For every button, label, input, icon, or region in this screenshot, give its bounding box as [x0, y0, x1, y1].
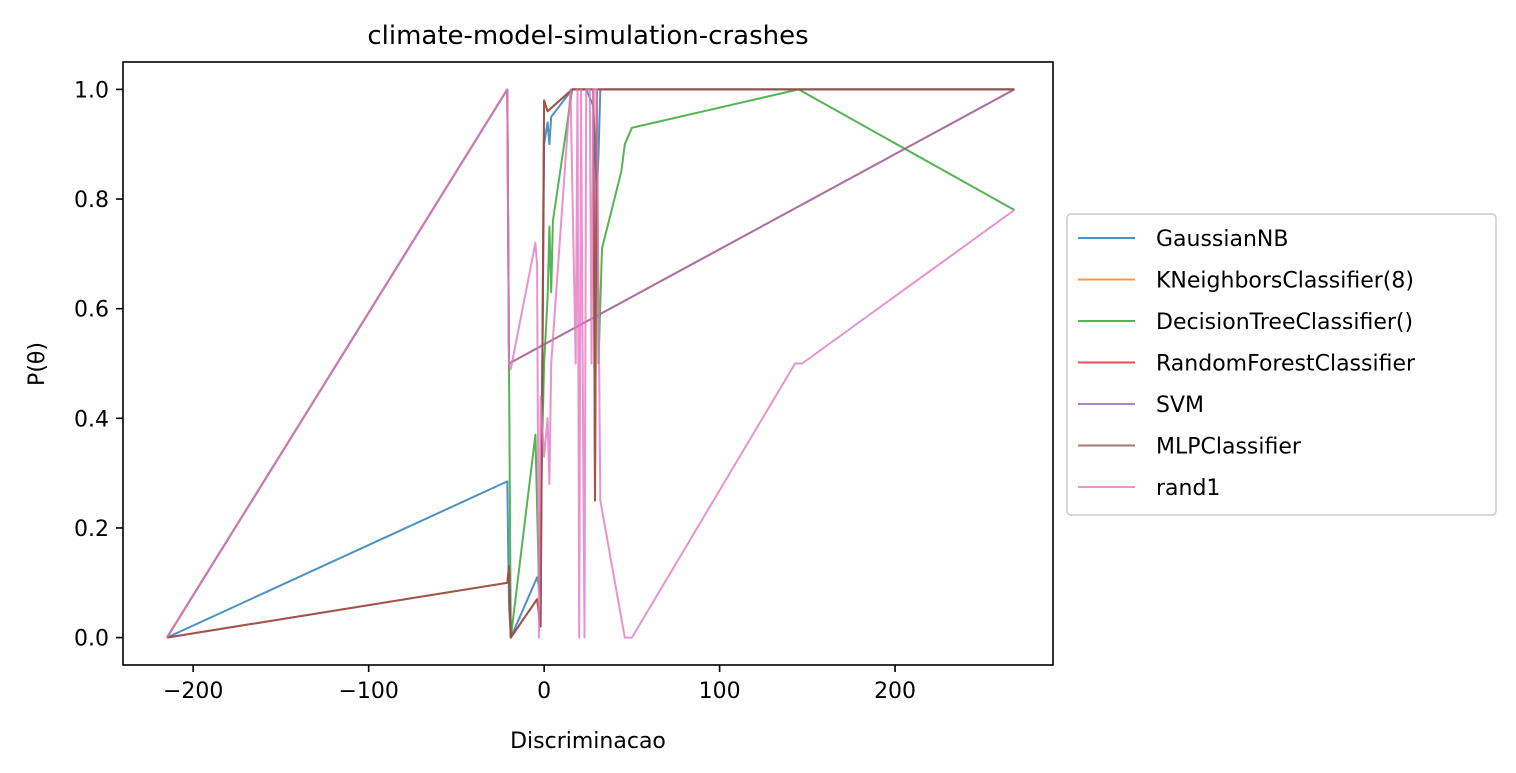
y-axis: 0.0 0.2 0.4 0.6 0.8 1.0: [74, 78, 123, 652]
legend-label: GaussianNB: [1156, 227, 1288, 252]
legend-label: rand1: [1156, 476, 1220, 501]
legend-label: KNeighborsClassifier(8): [1156, 269, 1414, 294]
legend: GaussianNB KNeighborsClassifier(8) Decisio…: [1066, 213, 1497, 516]
x-tick-label: 100: [699, 679, 741, 704]
legend-label: RandomForestClassifier: [1156, 352, 1416, 377]
series-layer: [166, 88, 1015, 639]
y-tick-label: 0.6: [74, 298, 109, 323]
legend-box: [1066, 213, 1497, 516]
plot-area: [123, 62, 1053, 665]
chart-title: climate-model-simulation-crashes: [367, 21, 808, 51]
x-tick-label: 0: [537, 679, 551, 704]
plot-frame: [122, 61, 1054, 666]
x-axis-label: Discriminacao: [510, 729, 666, 754]
x-tick-label: −100: [338, 679, 398, 704]
y-tick-label: 0.8: [74, 188, 109, 213]
y-tick-label: 1.0: [74, 78, 109, 103]
legend-label: SVM: [1156, 393, 1204, 418]
y-tick-label: 0.0: [74, 627, 109, 652]
legend-label: MLPClassifier: [1156, 435, 1302, 460]
y-tick-label: 0.2: [74, 517, 109, 542]
y-axis-label: P(θ): [25, 342, 50, 386]
x-tick-label: −200: [163, 679, 223, 704]
x-tick-label: 200: [874, 679, 916, 704]
series-line-2: [166, 88, 1015, 639]
y-tick-label: 0.4: [74, 407, 109, 432]
x-axis: −200 −100 0 100 200: [163, 665, 916, 704]
series-line-5: [166, 88, 1015, 639]
series-line-6: [166, 88, 1015, 639]
legend-label: DecisionTreeClassifier(): [1156, 310, 1413, 335]
